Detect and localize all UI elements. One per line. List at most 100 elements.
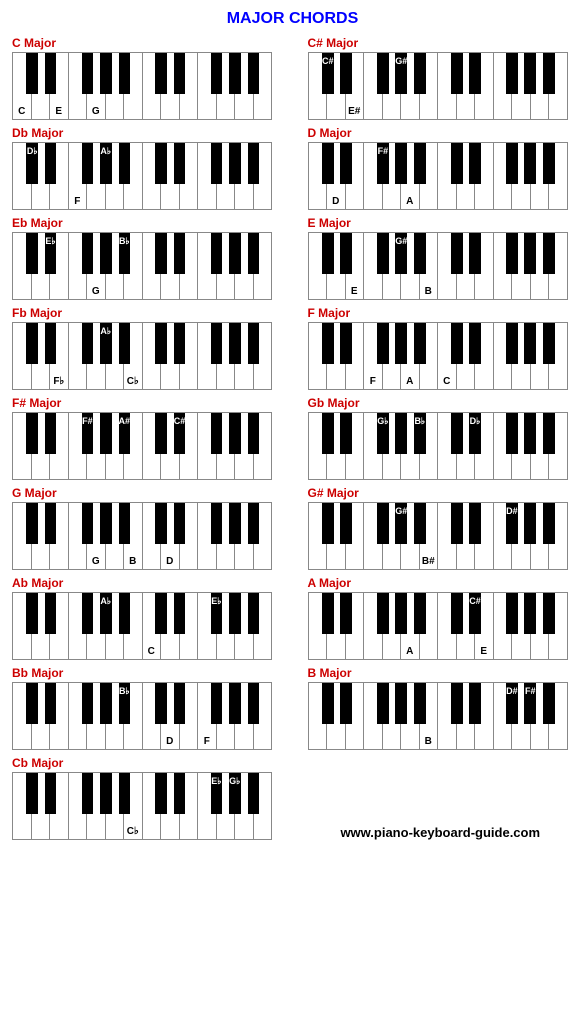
black-key-label: F#	[525, 686, 536, 696]
black-key	[469, 233, 481, 274]
white-key-label: F	[74, 196, 80, 207]
black-key	[100, 413, 112, 454]
black-key	[414, 593, 426, 634]
chord-cell: Fb MajorF♭C♭A♭	[12, 306, 278, 390]
black-key	[340, 323, 352, 364]
keyboard-diagram: FD♭A♭	[12, 142, 272, 210]
black-key: D♭	[469, 413, 481, 454]
black-key	[248, 413, 260, 454]
black-key	[506, 143, 518, 184]
black-key	[322, 323, 334, 364]
chord-cell: C MajorCEG	[12, 36, 278, 120]
black-key	[340, 683, 352, 724]
black-key	[451, 233, 463, 274]
chord-title: G# Major	[308, 486, 574, 500]
black-key	[543, 143, 555, 184]
black-key	[229, 503, 241, 544]
black-key	[543, 53, 555, 94]
black-key	[506, 323, 518, 364]
chord-title: C Major	[12, 36, 278, 50]
white-key-label: A	[406, 196, 413, 207]
black-key	[45, 683, 57, 724]
black-key	[211, 503, 223, 544]
black-key	[229, 323, 241, 364]
white-key-label: E	[480, 646, 487, 657]
chord-title: Ab Major	[12, 576, 278, 590]
chord-title: F Major	[308, 306, 574, 320]
black-key-label: F#	[378, 146, 389, 156]
chord-title: F# Major	[12, 396, 278, 410]
white-key-label: E	[55, 106, 62, 117]
chord-cell: G Major GBD	[12, 486, 278, 570]
black-key: G#	[395, 53, 407, 94]
black-key	[395, 593, 407, 634]
black-key	[211, 683, 223, 724]
black-key	[340, 593, 352, 634]
black-key	[543, 323, 555, 364]
black-key-label: C#	[469, 596, 481, 606]
black-key	[119, 143, 131, 184]
black-key	[45, 593, 57, 634]
black-key	[229, 53, 241, 94]
black-key	[211, 53, 223, 94]
keyboard-diagram: EBG#	[308, 232, 568, 300]
black-key	[248, 503, 260, 544]
black-key	[82, 503, 94, 544]
black-key	[340, 413, 352, 454]
chord-title: C# Major	[308, 36, 574, 50]
white-key-label: C	[148, 646, 155, 657]
black-key	[543, 683, 555, 724]
chord-cell: B MajorBD#F#	[308, 666, 574, 750]
black-key	[174, 503, 186, 544]
black-key	[155, 503, 167, 544]
black-key	[414, 143, 426, 184]
black-key	[543, 413, 555, 454]
white-key-label: D	[332, 196, 339, 207]
black-key	[174, 773, 186, 814]
chord-grid: C MajorCEGC# MajorE#C#G#Db MajorFD♭A♭D M…	[12, 36, 573, 840]
black-key	[229, 413, 241, 454]
black-key	[211, 323, 223, 364]
black-key	[524, 323, 536, 364]
black-key-label: D#	[506, 686, 518, 696]
black-key-label: G#	[395, 56, 407, 66]
black-key	[524, 413, 536, 454]
white-key-label: C	[18, 106, 25, 117]
black-key	[211, 233, 223, 274]
black-key: C#	[174, 413, 186, 454]
white-key-label: G	[92, 286, 100, 297]
black-key	[451, 593, 463, 634]
black-key	[414, 53, 426, 94]
chord-title: G Major	[12, 486, 278, 500]
black-key-label: G#	[395, 236, 407, 246]
black-key	[340, 233, 352, 274]
black-key	[82, 683, 94, 724]
white-key-label: B#	[422, 556, 435, 567]
black-key	[211, 413, 223, 454]
black-key	[506, 593, 518, 634]
black-key	[248, 593, 260, 634]
keyboard-diagram: AEC#	[308, 592, 568, 660]
black-key-label: B♭	[119, 236, 130, 247]
keyboard-diagram: GBD	[12, 502, 272, 570]
black-key	[119, 773, 131, 814]
black-key	[506, 233, 518, 274]
black-key	[26, 413, 38, 454]
black-key	[395, 143, 407, 184]
black-key	[377, 503, 389, 544]
black-key	[451, 143, 463, 184]
black-key	[229, 233, 241, 274]
chord-cell: A MajorAEC#	[308, 576, 574, 660]
black-key	[322, 683, 334, 724]
black-key	[340, 53, 352, 94]
black-key	[174, 143, 186, 184]
black-key	[45, 53, 57, 94]
black-key	[469, 683, 481, 724]
chord-title: Eb Major	[12, 216, 278, 230]
chord-cell: Gb MajorG♭B♭D♭	[308, 396, 574, 480]
black-key	[174, 53, 186, 94]
black-key-label: C#	[322, 56, 334, 66]
white-key-label: D	[166, 556, 173, 567]
black-key	[82, 233, 94, 274]
black-key	[543, 593, 555, 634]
